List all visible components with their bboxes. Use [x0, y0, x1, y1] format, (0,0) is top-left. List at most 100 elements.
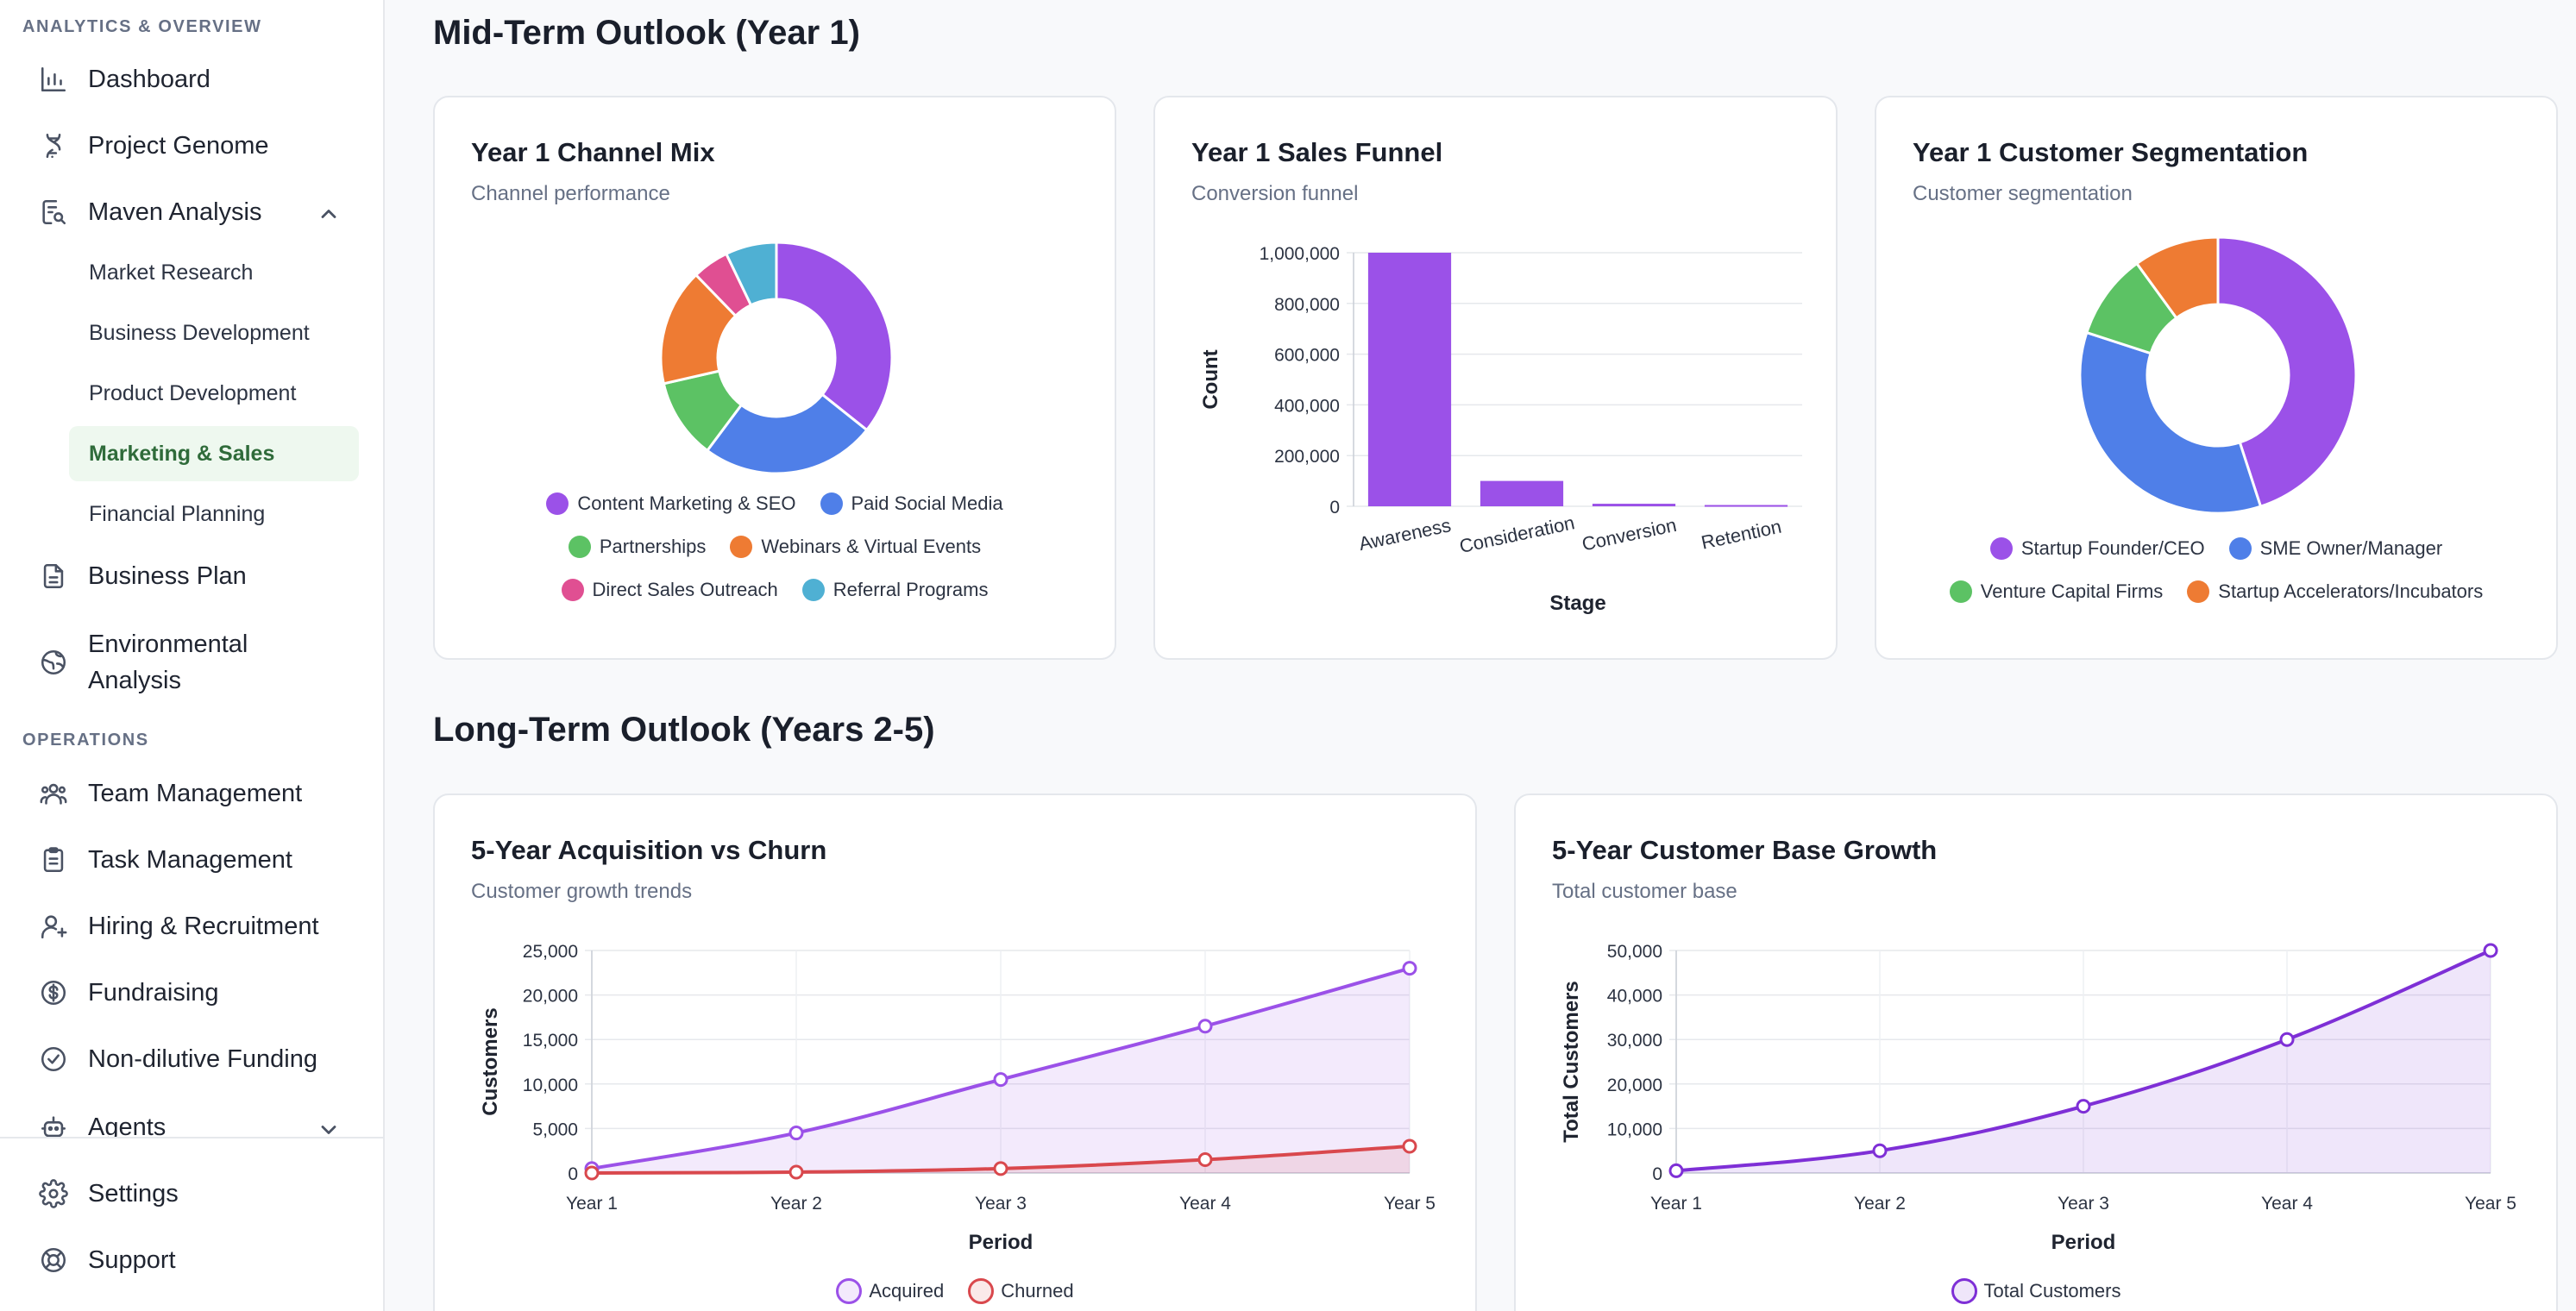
sidebar-item-team-management[interactable]: Team Management [38, 778, 302, 809]
y-tick-label: 0 [1652, 1164, 1662, 1184]
x-tick-label: Year 3 [2058, 1194, 2109, 1214]
legend-item-churned[interactable]: Churned [968, 1278, 1074, 1304]
sales-funnel-chart: 0 200,000 400,000 600,000 800,000 1,000,000 Aw… [1199, 244, 1802, 615]
user-plus-icon [38, 911, 69, 942]
legend-item-webinars-virtual-events[interactable]: Webinars & Virtual Events [730, 536, 981, 558]
bar-retention [1704, 505, 1788, 507]
point-churned-year-1 [584, 1165, 600, 1181]
legend-swatch [801, 579, 825, 601]
point-acquired-year-2 [789, 1126, 804, 1141]
sidebar-item-label: Settings [88, 1179, 179, 1208]
sidebar-item-dashboard[interactable]: Dashboard [38, 64, 210, 95]
sidebar-item-label: Team Management [88, 779, 303, 807]
legend-label: Direct Sales Outreach [592, 579, 778, 600]
card-title: Year 1 Channel Mix [471, 137, 715, 167]
legend-item-referral-programs[interactable]: Referral Programs [801, 579, 988, 601]
y-axis-title: Total Customers [1560, 981, 1583, 1143]
sidebar-item-label: Fundraising [88, 978, 219, 1007]
sidebar-subitem-financial-planning[interactable]: Financial Planning [89, 502, 266, 526]
x-tick-label: Year 1 [1650, 1194, 1702, 1214]
y-tick-label: 30,000 [1607, 1031, 1662, 1051]
legend-item-partnerships[interactable]: Partnerships [568, 536, 706, 558]
main-content: Mid-Term Outlook (Year 1) Year 1 Channel… [386, 0, 2576, 1311]
legend-label: Churned [1001, 1280, 1074, 1302]
legend-swatch [546, 492, 569, 515]
bar-awareness [1367, 253, 1452, 506]
y-tick-label: 1,000,000 [1260, 244, 1340, 264]
y-tick-label: 0 [568, 1164, 578, 1184]
clipboard-icon [38, 844, 69, 875]
point-total-customers-year-3 [2076, 1099, 2091, 1114]
sidebar-item-support[interactable]: Support [38, 1245, 176, 1276]
legend-item-startup-accelerators-incubators[interactable]: Startup Accelerators/Incubators [2187, 580, 2483, 603]
sidebar-item-label-wrap: Environmental Analysis [88, 626, 248, 699]
point-churned-year-4 [1197, 1152, 1213, 1168]
sidebar-item-label: Dashboard [88, 65, 210, 93]
dna-icon [38, 130, 69, 161]
legend-item-total-customers[interactable]: Total Customers [1951, 1278, 2121, 1304]
legend-swatch [730, 536, 753, 558]
sidebar-item-hiring[interactable]: Hiring & Recruitment [38, 911, 319, 942]
legend-item-startup-founder-ceo[interactable]: Startup Founder/CEO [1989, 537, 2205, 560]
sidebar-subitem-marketing-sales[interactable]: Marketing & Sales [89, 442, 275, 466]
legend-item-content-marketing-seo[interactable]: Content Marketing & SEO [546, 492, 796, 515]
point-churned-year-3 [993, 1161, 1008, 1176]
card-subtitle: Channel performance [471, 182, 670, 205]
pie-slice-content-marketing-seo [775, 241, 894, 432]
users-icon [38, 778, 69, 809]
pie-slice-referral-programs [724, 241, 778, 307]
sidebar-item-maven-analysis[interactable]: Maven Analysis [38, 197, 262, 228]
legend-item-sme-owner-manager[interactable]: SME Owner/Manager [2228, 537, 2442, 560]
y-tick-label: 0 [1329, 498, 1340, 518]
pie-slice-startup-accelerators-incubators [2134, 235, 2220, 320]
legend-swatch [836, 1278, 863, 1304]
gear-icon [38, 1178, 69, 1209]
x-tick-label: Year 5 [1384, 1194, 1436, 1214]
y-tick-label: 10,000 [1607, 1120, 1662, 1139]
point-churned-year-5 [1402, 1138, 1417, 1154]
sidebar-item-settings[interactable]: Settings [38, 1178, 179, 1209]
x-axis-title: Period [2051, 1231, 2116, 1254]
sidebar-subitem-product-development[interactable]: Product Development [89, 381, 297, 405]
lifebuoy-icon [38, 1245, 69, 1276]
pie-slice-paid-social-media [705, 392, 869, 475]
sidebar-subitem-business-development[interactable]: Business Development [89, 321, 310, 345]
x-tick-label: Year 2 [770, 1194, 822, 1214]
sidebar-subitem-market-research[interactable]: Market Research [89, 260, 254, 285]
customer-base-growth-legend: Total Customers [1516, 1278, 2556, 1311]
customer-segmentation-card: Year 1 Customer Segmentation Customer se… [1875, 96, 2558, 660]
card-title: 5-Year Customer Base Growth [1552, 835, 1938, 865]
x-axis-title: Period [969, 1231, 1034, 1254]
sidebar-item-non-dilutive-funding[interactable]: Non-dilutive Funding [38, 1044, 317, 1075]
legend-item-acquired[interactable]: Acquired [836, 1278, 944, 1304]
legend-item-paid-social-media[interactable]: Paid Social Media [820, 492, 1003, 515]
y-tick-label: 20,000 [523, 987, 578, 1007]
x-tick-label: Conversion [1580, 514, 1678, 555]
acquisition-churn-chart: 0 5,000 10,000 15,000 20,000 25,000 Year 1 Year… [479, 942, 1436, 1254]
chevron-down-icon[interactable] [317, 1118, 341, 1142]
legend-item-venture-capital-firms[interactable]: Venture Capital Firms [1949, 580, 2163, 603]
sidebar-item-environmental-analysis[interactable]: Environmental Analysis [38, 624, 248, 700]
section-title-analytics: ANALYTICS & OVERVIEW [22, 17, 262, 36]
chevron-up-icon[interactable] [317, 202, 341, 226]
y-tick-label: 40,000 [1607, 987, 1662, 1007]
legend-item-direct-sales-outreach[interactable]: Direct Sales Outreach [561, 579, 778, 601]
y-axis-title: Customers [479, 1007, 502, 1115]
sidebar-item-label: Hiring & Recruitment [88, 912, 319, 940]
sidebar-subitem-active-bg[interactable] [69, 426, 359, 481]
sidebar-item-label: Agents [88, 1113, 166, 1141]
legend-label: Total Customers [1983, 1280, 2121, 1302]
sidebar-item-project-genome[interactable]: Project Genome [38, 130, 269, 161]
y-tick-label: 10,000 [523, 1076, 578, 1095]
sidebar-item-agents[interactable]: Agents [38, 1112, 166, 1143]
card-title: Year 1 Sales Funnel [1191, 137, 1443, 167]
point-acquired-year-4 [1197, 1019, 1213, 1034]
x-tick-label: Retention [1700, 516, 1783, 554]
sidebar-item-task-management[interactable]: Task Management [38, 844, 292, 875]
sidebar-item-business-plan[interactable]: Business Plan [38, 561, 247, 592]
sidebar-item-fundraising[interactable]: Fundraising [38, 977, 219, 1008]
sidebar-item-label: Non-dilutive Funding [88, 1044, 317, 1073]
customer-segmentation-chart [2078, 235, 2358, 515]
mid-term-heading: Mid-Term Outlook (Year 1) [433, 14, 860, 52]
